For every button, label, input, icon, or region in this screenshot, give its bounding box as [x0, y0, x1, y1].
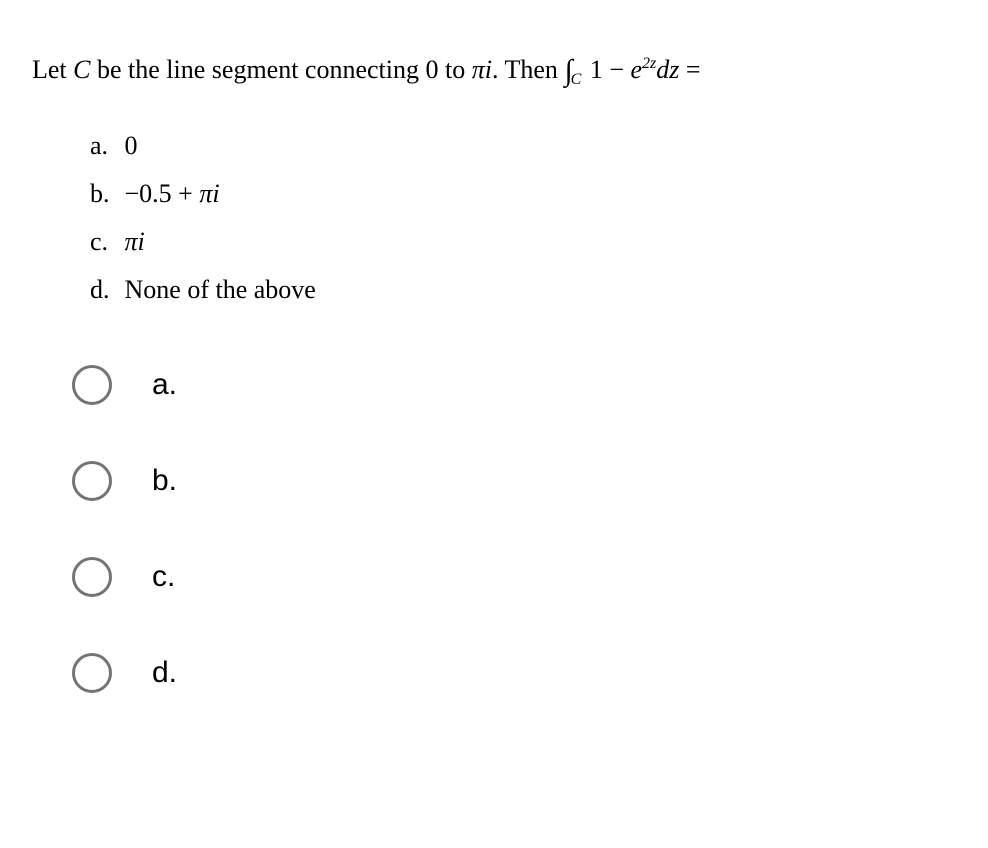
radio-label-d: d. [152, 656, 177, 690]
q-eq: = [679, 55, 700, 84]
radio-circle-icon [72, 365, 112, 405]
answer-c-letter: c. [90, 227, 118, 257]
answer-b-pre: −0.5 + [125, 179, 200, 208]
integrand-e: e [631, 55, 643, 84]
radio-circle-icon [72, 557, 112, 597]
answer-a: a. 0 [90, 131, 956, 161]
answer-c-pii: πi [125, 227, 145, 256]
answer-d: d. None of the above [90, 275, 956, 305]
answer-b-pii: πi [199, 179, 219, 208]
answer-a-text: 0 [125, 131, 138, 160]
q-var-c: C [73, 55, 90, 84]
radio-option-c[interactable]: c. [72, 557, 956, 597]
answer-b: b. −0.5 + πi [90, 179, 956, 209]
integral-sub: C [571, 71, 582, 88]
radio-circle-icon [72, 653, 112, 693]
integrand-exp: 2z [642, 55, 656, 72]
q-mid1: be the line segment connecting 0 to [91, 55, 472, 84]
q-pi-i: πi [472, 55, 492, 84]
answer-c: c. πi [90, 227, 956, 257]
answer-a-letter: a. [90, 131, 118, 161]
q-mid2: . Then [492, 55, 564, 84]
answer-b-letter: b. [90, 179, 118, 209]
question-text: Let C be the line segment connecting 0 t… [32, 48, 956, 91]
integrand-pre: 1 − [583, 55, 630, 84]
radio-label-c: c. [152, 560, 175, 594]
answer-list: a. 0 b. −0.5 + πi c. πi d. None of the a… [32, 131, 956, 305]
answer-d-letter: d. [90, 275, 118, 305]
radio-option-d[interactable]: d. [72, 653, 956, 693]
radio-option-a[interactable]: a. [72, 365, 956, 405]
radio-option-b[interactable]: b. [72, 461, 956, 501]
integrand-dz: dz [656, 55, 679, 84]
radio-label-a: a. [152, 368, 177, 402]
radio-circle-icon [72, 461, 112, 501]
radio-label-b: b. [152, 464, 177, 498]
q-prefix: Let [32, 55, 73, 84]
answer-d-text: None of the above [125, 275, 316, 304]
radio-group: a. b. c. d. [32, 365, 956, 693]
